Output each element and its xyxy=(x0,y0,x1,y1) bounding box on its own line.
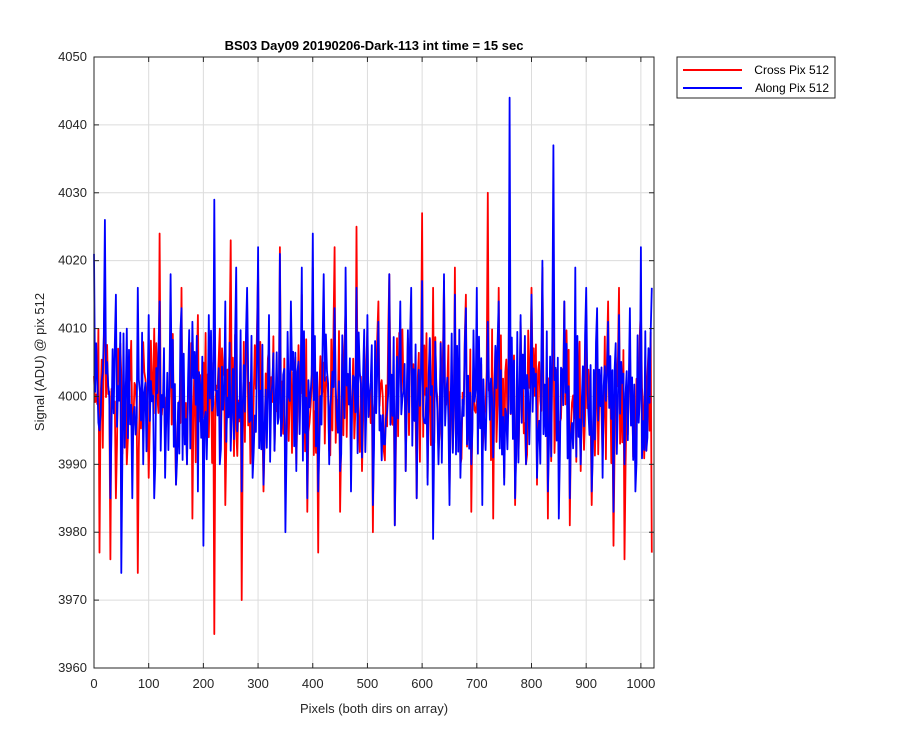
y-tick-label: 4040 xyxy=(58,117,87,132)
x-tick-label: 600 xyxy=(411,676,433,691)
axes-box xyxy=(93,56,655,669)
x-tick-label: 400 xyxy=(302,676,324,691)
y-tick-label: 3960 xyxy=(58,660,87,675)
y-axis-label: Signal (ADU) @ pix 512 xyxy=(32,293,47,431)
x-tick-label: 200 xyxy=(193,676,215,691)
y-tick-label: 3990 xyxy=(58,456,87,471)
y-tick-label: 4020 xyxy=(58,253,87,268)
y-tick-label: 4010 xyxy=(58,321,87,336)
x-tick-label: 800 xyxy=(521,676,543,691)
ticks: 0 100 200 300 400 500 600 700 800 900 1000 3960 3970… xyxy=(58,49,655,691)
x-tick-label: 100 xyxy=(138,676,160,691)
x-tick-label: 700 xyxy=(466,676,488,691)
legend[interactable]: Cross Pix 512 Along Pix 512 xyxy=(676,56,836,99)
y-tick-label: 4000 xyxy=(58,388,87,403)
x-tick-label: 0 xyxy=(90,676,97,691)
y-tick-label: 4050 xyxy=(58,49,87,64)
y-tick-label: 3980 xyxy=(58,524,87,539)
x-tick-label: 500 xyxy=(357,676,379,691)
series-layer xyxy=(93,96,653,635)
x-axis-label: Pixels (both dirs on array) xyxy=(300,701,448,716)
y-tick-label: 4030 xyxy=(58,185,87,200)
legend-label-along: Along Pix 512 xyxy=(755,81,829,95)
x-tick-label: 1000 xyxy=(626,676,655,691)
legend-label-cross: Cross Pix 512 xyxy=(754,63,829,77)
x-tick-label: 300 xyxy=(247,676,269,691)
series-line-along xyxy=(93,96,653,574)
y-tick-label: 3970 xyxy=(58,592,87,607)
chart-title: BS03 Day09 20190206-Dark-113 int time = … xyxy=(225,38,524,53)
legend-box xyxy=(676,56,836,99)
x-tick-label: 900 xyxy=(575,676,597,691)
